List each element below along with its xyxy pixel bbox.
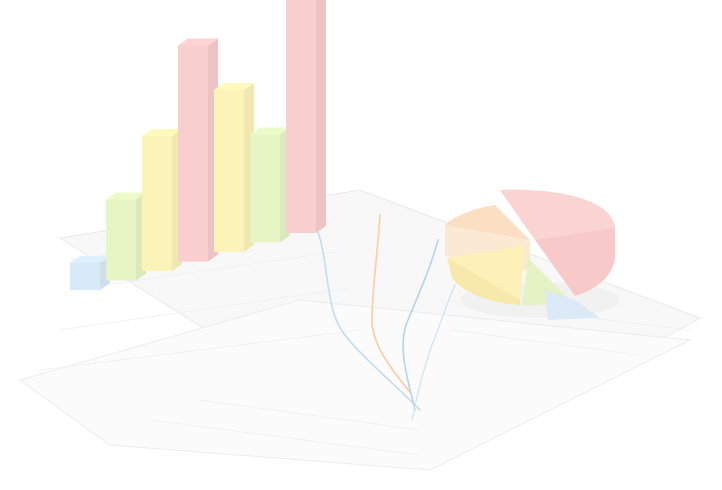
bar-top [178,38,218,46]
line-series-1 [317,231,421,411]
bar-top [106,192,146,200]
pie-slice-yellow [447,245,525,300]
bar-top [250,127,290,135]
line-series-4 [411,284,456,421]
line-chart [317,214,456,421]
bar-front [142,136,172,271]
pie-slice-blue [545,290,600,320]
bar-front [286,0,316,233]
bar-side [316,0,326,233]
bar-front [250,134,280,243]
bar-top [70,256,110,263]
bar-front [214,90,244,252]
pie-slice-green [522,258,570,306]
bar-front [106,199,136,281]
pie-slice-yellow-side [448,258,520,305]
bar-front [178,45,208,262]
pie-slice-red-top [500,189,615,240]
bar-front [70,263,100,290]
bar-top [142,129,182,136]
pie-chart-3d [445,189,620,320]
pie-slice-orange [445,205,530,240]
bar-chart-3d [70,0,326,290]
bar-top [214,83,254,90]
bar-5 [214,83,254,252]
paper-sheet-front [18,299,692,471]
line-series-3 [402,239,439,411]
line-series-2 [371,214,411,393]
bar-7 [286,0,326,233]
bar-3 [142,129,182,271]
